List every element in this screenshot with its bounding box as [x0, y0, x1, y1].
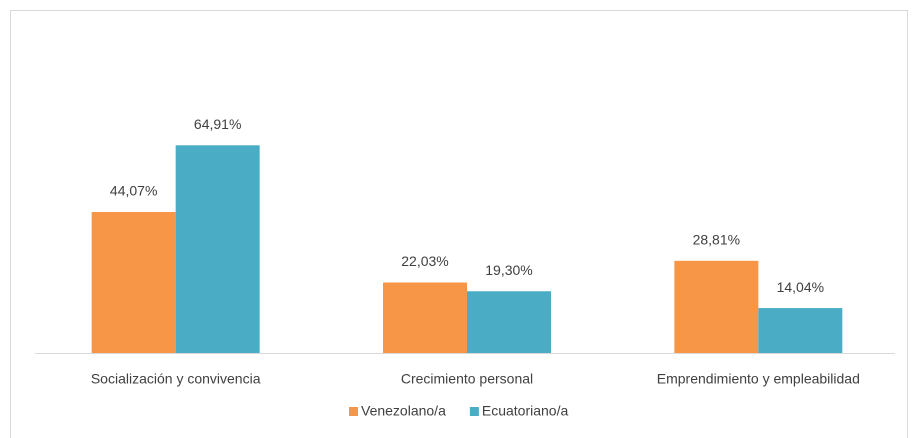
- legend-swatch: [469, 407, 479, 416]
- bar: [383, 282, 467, 353]
- bar: [674, 260, 759, 353]
- value-label: 44,07%: [110, 183, 157, 199]
- value-label: 22,03%: [401, 253, 448, 269]
- x-tick-label: Crecimiento personal: [401, 371, 533, 387]
- value-label: 14,04%: [777, 279, 824, 295]
- legend-label: Ecuatoriano/a: [482, 403, 569, 419]
- legend-swatch: [349, 407, 358, 416]
- legend-label: Venezolano/a: [361, 403, 446, 419]
- bar: [758, 308, 843, 353]
- value-label: 19,30%: [485, 262, 532, 278]
- bar: [467, 291, 551, 353]
- value-label: 28,81%: [693, 232, 740, 248]
- bar: [175, 145, 260, 353]
- bar: [91, 211, 176, 353]
- value-label: 64,91%: [194, 116, 241, 132]
- x-tick-label: Socialización y convivencia: [91, 371, 261, 387]
- x-tick-label: Emprendimiento y empleabilidad: [657, 371, 860, 387]
- chart-border: [10, 10, 908, 438]
